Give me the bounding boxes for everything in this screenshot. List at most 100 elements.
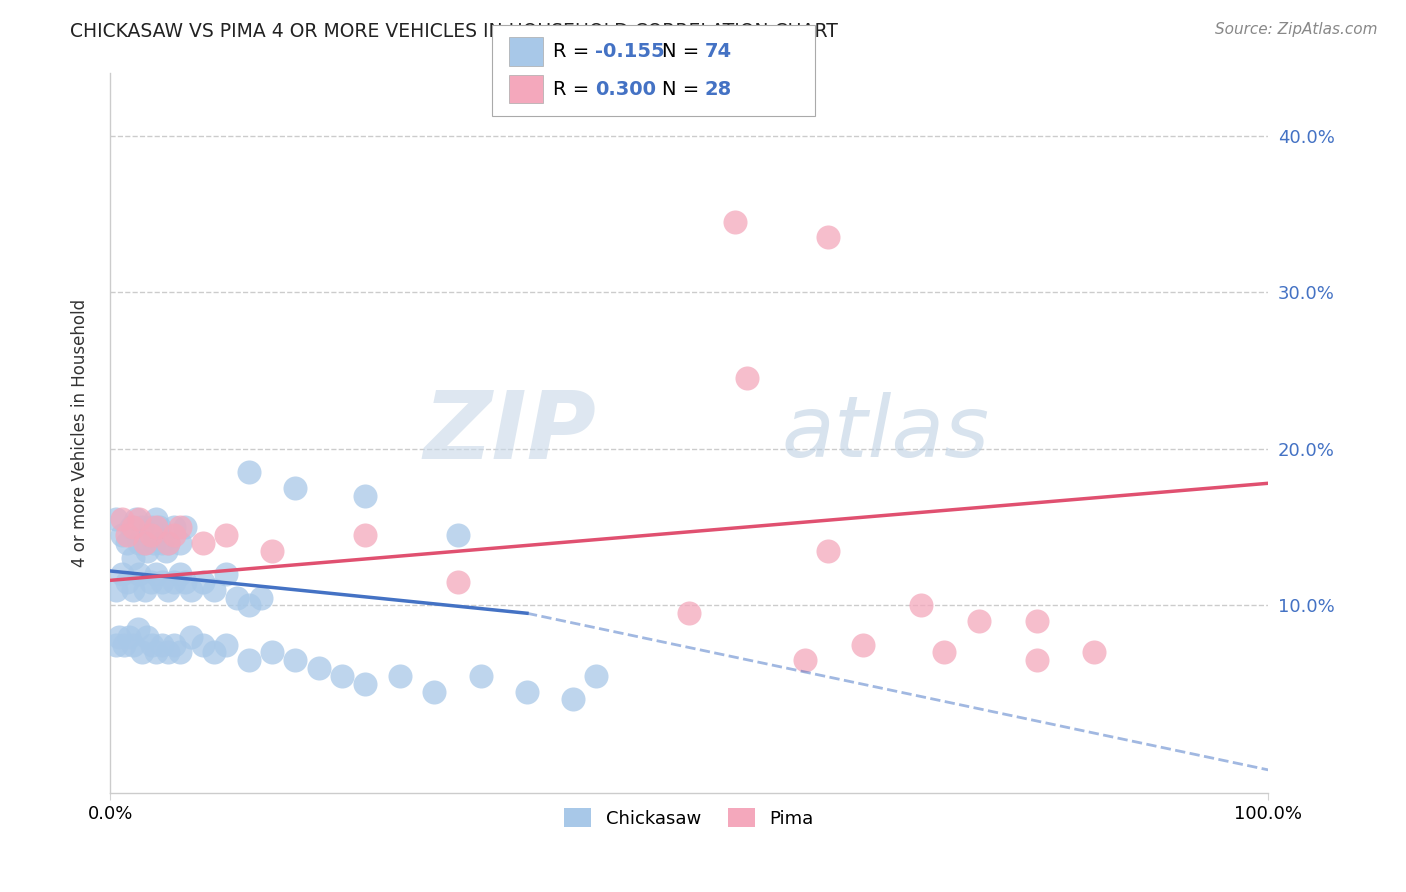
Point [388,669,411,683]
Point [191,574,214,589]
Point [131,520,153,534]
Point [735,371,758,385]
Point [1025,653,1047,667]
Point [191,638,214,652]
Point [180,630,202,644]
Point [145,645,167,659]
Text: N =: N = [662,42,706,62]
Point [150,536,173,550]
Point [817,230,839,244]
Point [117,574,139,589]
Point [446,528,468,542]
Point [169,536,191,550]
Point [169,520,191,534]
Point [128,536,150,550]
Point [470,669,492,683]
Point [117,630,139,644]
Point [156,582,179,597]
Point [141,638,163,652]
Point [163,528,186,542]
Point [238,466,260,480]
Point [143,536,166,550]
Y-axis label: 4 or more Vehicles in Household: 4 or more Vehicles in Household [72,299,89,567]
Point [1025,614,1047,628]
Point [852,638,875,652]
Point [145,567,167,582]
Point [910,599,932,613]
Point [156,645,179,659]
Point [127,622,149,636]
Text: atlas: atlas [782,392,990,475]
Point [117,528,139,542]
Point [163,574,186,589]
Point [120,520,142,534]
Point [330,669,353,683]
Point [724,215,747,229]
Point [128,512,150,526]
Text: -0.155: -0.155 [595,42,665,62]
Point [155,543,177,558]
Point [145,520,167,534]
Point [202,645,225,659]
Point [1083,645,1105,659]
Point [148,520,170,534]
Point [108,630,131,644]
Point [308,661,330,675]
Point [131,645,153,659]
Point [353,528,375,542]
Text: Source: ZipAtlas.com: Source: ZipAtlas.com [1215,22,1378,37]
Point [104,582,127,597]
Point [139,528,162,542]
Point [678,607,700,621]
Point [585,669,607,683]
Point [516,684,538,698]
Point [122,582,145,597]
Point [111,567,134,582]
Point [104,638,127,652]
Point [122,638,145,652]
Point [249,591,271,605]
Point [238,653,260,667]
Point [446,574,468,589]
Text: R =: R = [553,42,595,62]
Point [134,536,156,550]
Point [215,638,238,652]
Point [139,520,162,534]
Text: 28: 28 [704,79,731,99]
Point [145,512,167,526]
Legend: Chickasaw, Pima: Chickasaw, Pima [557,801,821,835]
Point [174,574,197,589]
Text: R =: R = [553,79,595,99]
Point [111,528,134,542]
Point [353,489,375,503]
Point [111,512,134,526]
Point [163,520,186,534]
Point [226,591,249,605]
Text: 0.300: 0.300 [595,79,655,99]
Point [284,481,307,495]
Point [180,582,202,597]
Point [238,599,260,613]
Point [262,645,284,659]
Point [134,582,156,597]
Point [169,645,191,659]
Point [163,638,186,652]
Point [122,551,145,566]
Point [156,536,179,550]
Point [124,512,146,526]
Point [112,638,135,652]
Point [793,653,815,667]
Point [150,638,173,652]
Point [150,574,173,589]
Point [215,528,238,542]
Text: 74: 74 [704,42,731,62]
Point [134,536,156,550]
Point [284,653,307,667]
Point [967,614,990,628]
Point [156,536,179,550]
Point [174,520,197,534]
Point [423,684,446,698]
Point [202,582,225,597]
Point [817,543,839,558]
Point [139,574,162,589]
